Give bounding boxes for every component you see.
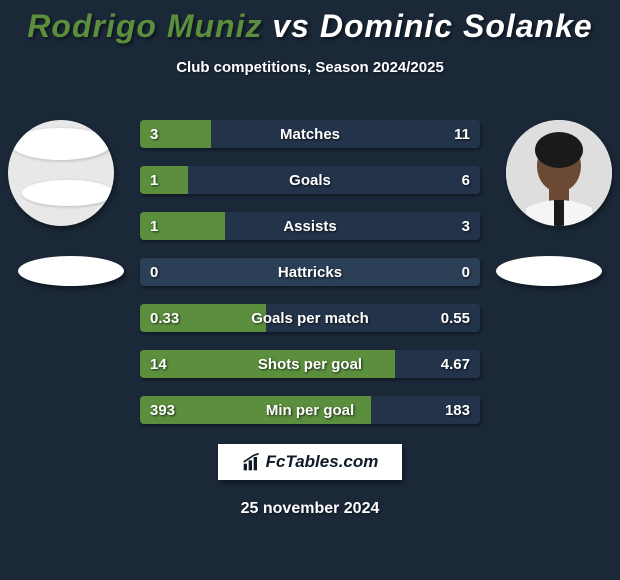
- player1-avatar: [8, 120, 114, 226]
- stat-label: Matches: [140, 120, 480, 148]
- stat-label: Goals per match: [140, 304, 480, 332]
- player2-name: Dominic Solanke: [320, 8, 593, 44]
- player1-name: Rodrigo Muniz: [27, 8, 262, 44]
- player2-avatar: [506, 120, 612, 226]
- comparison-title: Rodrigo Muniz vs Dominic Solanke: [0, 0, 620, 45]
- stat-row: 311Matches: [140, 120, 480, 148]
- stat-label: Min per goal: [140, 396, 480, 424]
- logo-text: FcTables.com: [266, 452, 379, 472]
- date: 25 november 2024: [0, 500, 620, 518]
- stat-row: 16Goals: [140, 166, 480, 194]
- stat-row: 00Hattricks: [140, 258, 480, 286]
- stat-label: Goals: [140, 166, 480, 194]
- stat-row: 0.330.55Goals per match: [140, 304, 480, 332]
- player1-club-badge: [18, 256, 124, 286]
- source-logo: FcTables.com: [218, 444, 402, 480]
- stat-row: 144.67Shots per goal: [140, 350, 480, 378]
- stats-container: 311Matches 16Goals 13Assists 00Hattricks 0.3…: [140, 120, 480, 442]
- subtitle: Club competitions, Season 2024/2025: [0, 59, 620, 76]
- placeholder-shape: [11, 128, 111, 160]
- vs-text: vs: [272, 8, 319, 44]
- player2-club-badge: [496, 256, 602, 286]
- stat-label: Shots per goal: [140, 350, 480, 378]
- chart-icon: [242, 452, 262, 472]
- stat-label: Assists: [140, 212, 480, 240]
- stat-row: 393183Min per goal: [140, 396, 480, 424]
- stat-row: 13Assists: [140, 212, 480, 240]
- placeholder-shape: [22, 180, 114, 206]
- player2-portrait: [506, 120, 612, 226]
- stat-label: Hattricks: [140, 258, 480, 286]
